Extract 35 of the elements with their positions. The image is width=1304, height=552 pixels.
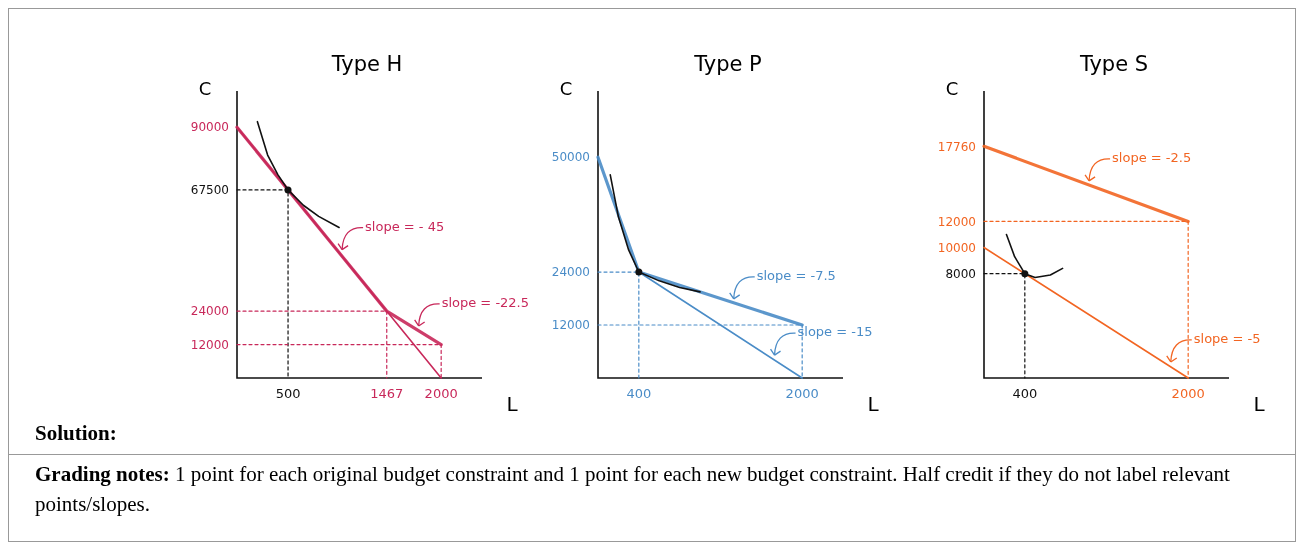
y-tick-label: 24000 — [190, 304, 229, 319]
y-tick-label: 24000 — [551, 265, 590, 280]
y-tick-label: 10000 — [937, 240, 976, 255]
chart-title: Type H — [330, 52, 403, 76]
y-tick-label: 67500 — [190, 183, 229, 198]
annotation: slope = - 45 — [365, 218, 445, 234]
y-tick-label: 50000 — [551, 150, 590, 165]
x-axis-title: L — [506, 392, 519, 416]
annotation: slope = -15 — [797, 324, 873, 340]
x-tick-label: 2000 — [424, 386, 458, 401]
chart-title: Type S — [1078, 52, 1149, 76]
chart-title: Type P — [693, 52, 762, 76]
y-tick-label: 17760 — [937, 139, 976, 154]
x-tick-label: 500 — [275, 386, 301, 401]
text: Solution: — [35, 421, 117, 445]
y-axis-title: C — [198, 78, 212, 99]
y-axis-title: C — [559, 78, 573, 99]
y-axis-title: C — [945, 78, 959, 99]
x-tick-label: 1467 — [370, 386, 404, 401]
x-tick-label: 400 — [626, 386, 652, 401]
y-tick-label: 12000 — [190, 337, 229, 352]
x-axis-title: L — [867, 392, 880, 416]
y-tick-label: 12000 — [551, 318, 590, 333]
y-tick-label: 12000 — [937, 214, 976, 229]
annotation: slope = -5 — [1193, 330, 1261, 346]
annotation: slope = -2.5 — [1112, 149, 1192, 165]
y-tick-label: 8000 — [945, 266, 976, 281]
x-tick-label: 2000 — [785, 386, 819, 401]
annotation: slope = -7.5 — [756, 267, 836, 283]
x-tick-label: 2000 — [1171, 386, 1205, 401]
annotation: slope = -22.5 — [441, 294, 530, 310]
text: Grading notes: 1 point for each original budget constraint and 1 point for each new budget constraint. Half credit if they do not label relevant points/slopes. — [35, 462, 1230, 516]
x-tick-label: 400 — [1012, 386, 1038, 401]
y-tick-label: 90000 — [190, 120, 229, 135]
x-axis-title: L — [1253, 392, 1266, 416]
